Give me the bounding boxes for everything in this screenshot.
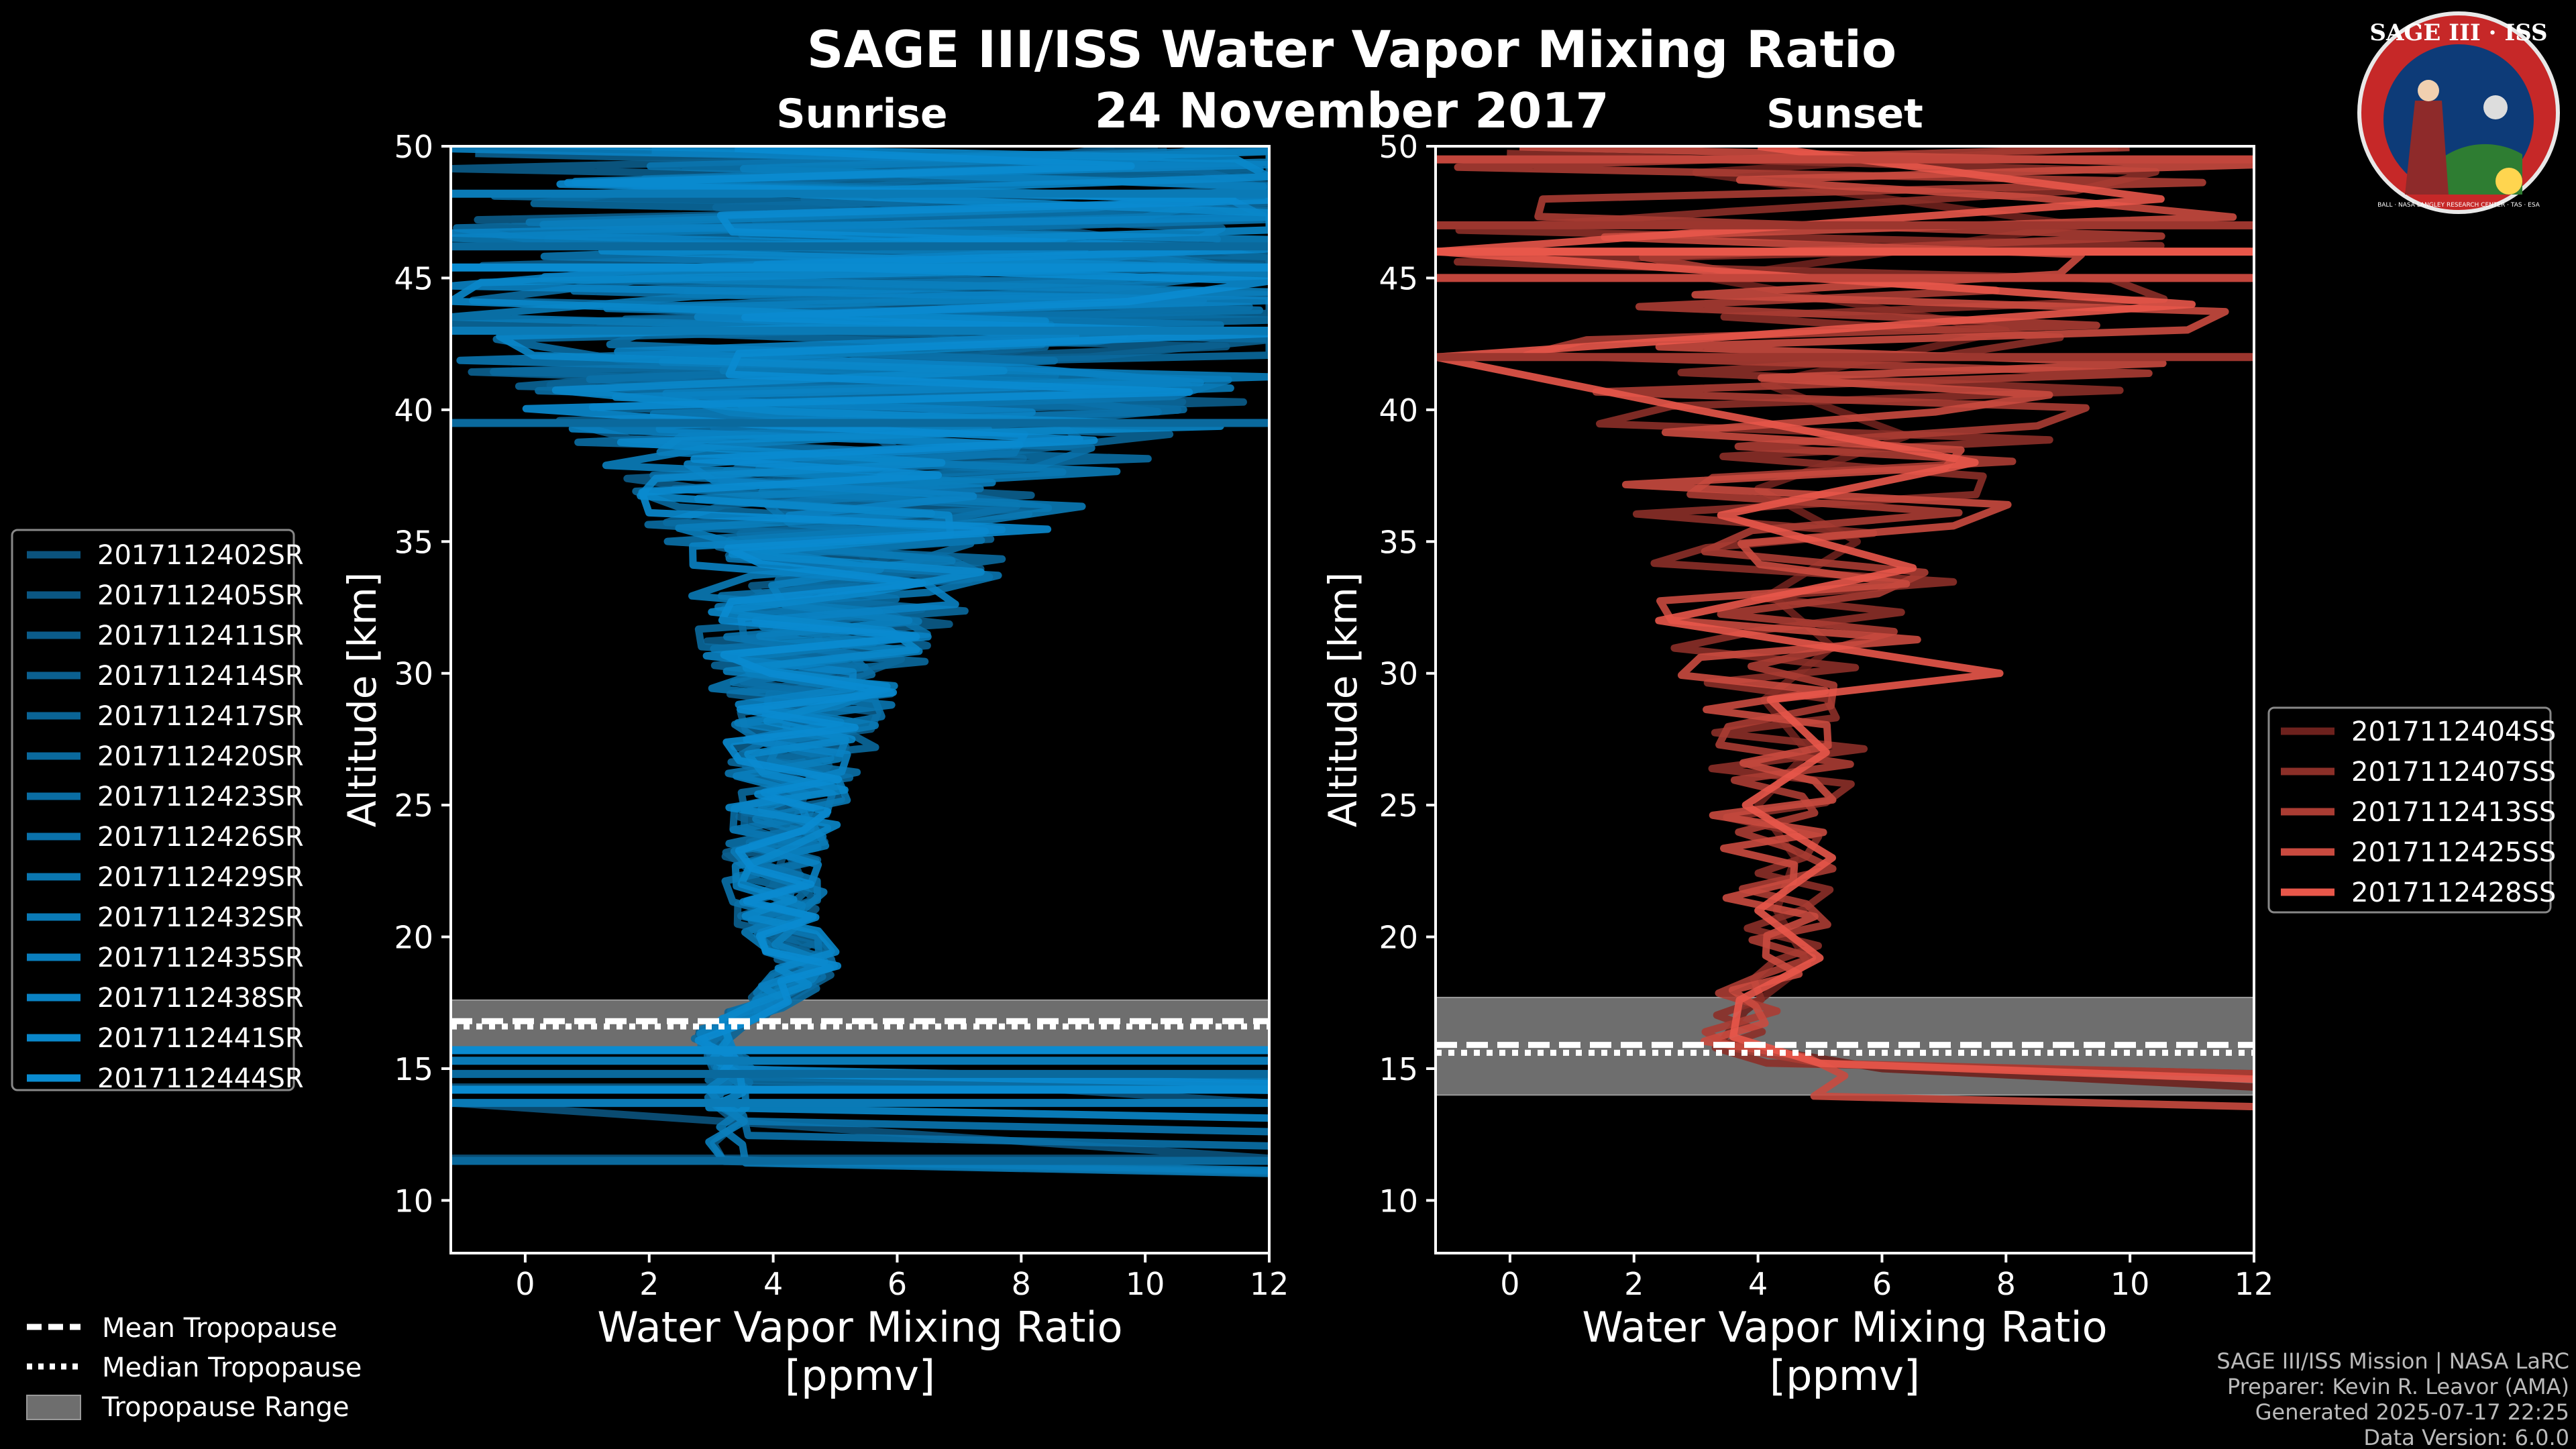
sunset-y-axis-label: Altitude [km] (1320, 572, 1366, 827)
sunrise-legend-box (11, 529, 295, 1091)
sunrise-legend-label-2017112435SR: 2017112435SR (97, 943, 304, 973)
sunrise-x-axis-label-line2: [ppmv] (785, 1351, 935, 1400)
sunset-y-tick-label: 15 (1379, 1051, 1418, 1087)
sunset-y-tick-label: 20 (1379, 920, 1418, 956)
sunset-y-tick-label: 10 (1379, 1183, 1418, 1219)
sunset-profile-2017112428SS (1436, 146, 2254, 1083)
sunset-x-tick-label: 6 (1872, 1266, 1892, 1302)
sunrise-legend-label-2017112417SR: 2017112417SR (97, 701, 304, 732)
sunrise-x-tick-label: 10 (1126, 1266, 1165, 1302)
credit-data-version: Data Version: 6.0.0 (2363, 1425, 2569, 1449)
sunrise-x-tick-label: 8 (1012, 1266, 1031, 1302)
sunrise-legend-label-2017112444SR: 2017112444SR (97, 1063, 304, 1094)
chart-title: SAGE III/ISS Water Vapor Mixing Ratio (807, 19, 1897, 79)
sunset-profile-2017112413SS (1454, 146, 2254, 1078)
sunrise-legend-label-2017112402SR: 2017112402SR (97, 540, 304, 571)
sunset-y-tick-label: 30 (1379, 656, 1418, 692)
sunrise-legend: 2017112402SR 2017112405SR 2017112411SR 2017… (11, 529, 304, 1094)
sunrise-profile-2017112444SR (522, 146, 1269, 1087)
sunset-x-tick-label: 12 (2235, 1266, 2274, 1302)
sunset-y-tick-label: 45 (1379, 260, 1418, 297)
sunrise-y-tick-label: 30 (394, 656, 433, 692)
sunrise-y-tick-label: 15 (394, 1051, 433, 1087)
sunrise-x-tick-label: 0 (515, 1266, 535, 1302)
logo-astronomer-head-icon (2418, 80, 2439, 101)
median-tropopause-label: Median Tropopause (102, 1352, 362, 1383)
sunset-legend-label-2017112425SS: 2017112425SS (2351, 837, 2556, 868)
sunset-x-tick-label: 10 (2110, 1266, 2150, 1302)
sunrise-x-tick-label: 4 (763, 1266, 783, 1302)
sunrise-legend-label-2017112441SR: 2017112441SR (97, 1023, 304, 1054)
tropopause-legend: Mean Tropopause Median Tropopause Tropop… (26, 1313, 362, 1423)
sunset-x-axis-label-line1: Water Vapor Mixing Ratio (1582, 1303, 2107, 1352)
sunrise-y-tick-label: 25 (394, 788, 433, 824)
sunset-x-tick-label: 2 (1624, 1266, 1644, 1302)
sunset-legend-label-2017112413SS: 2017112413SS (2351, 797, 2556, 828)
logo-ring-text: BALL · NASA LANGLEY RESEARCH CENTER · TA… (2377, 202, 2540, 209)
sunset-profile-2017112425SS (1519, 146, 2254, 1111)
logo-title-text: SAGE III · ISS (2369, 19, 2547, 46)
sunrise-y-axis-label: Altitude [km] (339, 572, 385, 827)
sunset-x-tick-label: 0 (1500, 1266, 1519, 1302)
sunrise-y-tick-label: 10 (394, 1183, 433, 1219)
sunrise-y-tick-label: 35 (394, 524, 433, 560)
sunrise-panel: 10 15 20 25 30 35 40 45 50 0 2 4 6 8 10 12 Altitude [km… (339, 129, 1289, 1400)
mean-tropopause-label: Mean Tropopause (102, 1313, 337, 1344)
sunrise-x-tick-label: 6 (888, 1266, 907, 1302)
sunrise-y-tick-label: 40 (394, 392, 433, 429)
sunset-x-tick-label: 4 (1748, 1266, 1768, 1302)
sunrise-x-tick-label: 2 (639, 1266, 659, 1302)
sunset-panel: 10 15 20 25 30 35 40 45 50 0 2 4 6 8 10 12 Altitude [km… (1320, 129, 2273, 1400)
sunset-x-axis-label-line2: [ppmv] (1770, 1351, 1920, 1400)
tropopause-range-swatch (26, 1395, 81, 1420)
sunrise-y-tick-label: 50 (394, 129, 433, 165)
sunrise-panel-title: Sunrise (776, 91, 947, 138)
logo-moon-icon (2483, 95, 2508, 119)
sunrise-legend-label-2017112414SR: 2017112414SR (97, 661, 304, 692)
credit-preparer: Preparer: Kevin R. Leavor (AMA) (2227, 1374, 2569, 1399)
sunset-legend-label-2017112407SS: 2017112407SS (2351, 757, 2556, 788)
logo-astronomer-figure-icon (2405, 101, 2449, 195)
sunrise-legend-label-2017112411SR: 2017112411SR (97, 621, 304, 651)
sunrise-legend-label-2017112420SR: 2017112420SR (97, 741, 304, 772)
sunset-profile-2017112407SS (1454, 150, 2254, 1077)
sunset-legend-label-2017112404SS: 2017112404SS (2351, 716, 2556, 747)
sunset-y-tick-label: 25 (1379, 788, 1418, 824)
sunrise-axes-frame (449, 145, 1271, 1254)
credit-generated: Generated 2025-07-17 22:25 (2255, 1399, 2569, 1425)
sunrise-y-tick-label: 45 (394, 260, 433, 297)
sunrise-legend-label-2017112432SR: 2017112432SR (97, 902, 304, 933)
sunrise-legend-label-2017112405SR: 2017112405SR (97, 580, 304, 611)
credits: SAGE III/ISS Mission | NASA LaRC Prepare… (2216, 1348, 2569, 1449)
sunset-y-tick-label: 35 (1379, 524, 1418, 560)
sunset-y-tick-label: 40 (1379, 392, 1418, 429)
sunset-legend-label-2017112428SS: 2017112428SS (2351, 877, 2556, 908)
sunrise-x-tick-label: 12 (1250, 1266, 1289, 1302)
sunset-legend-box (2267, 706, 2552, 914)
tropopause-range-label: Tropopause Range (101, 1392, 350, 1423)
sunrise-legend-label-2017112426SR: 2017112426SR (97, 822, 304, 853)
sunrise-x-axis-label-line1: Water Vapor Mixing Ratio (597, 1303, 1122, 1352)
sunset-panel-title: Sunset (1766, 91, 1923, 138)
sunset-legend: 2017112404SS 2017112407SS 2017112413SS 2017… (2267, 706, 2556, 914)
sage-iii-mission-logo: SAGE III · ISS BALL · NASA LANGLEY RESEA… (2357, 11, 2560, 214)
chart-date: 24 November 2017 (1094, 83, 1609, 139)
sunset-y-tick-label: 50 (1379, 129, 1418, 165)
credit-mission: SAGE III/ISS Mission | NASA LaRC (2216, 1348, 2569, 1374)
sunset-x-tick-label: 8 (1996, 1266, 2016, 1302)
sunset-axes-frame (1434, 145, 2255, 1254)
sunrise-y-tick-label: 20 (394, 920, 433, 956)
sunrise-legend-label-2017112429SR: 2017112429SR (97, 862, 304, 893)
sunrise-legend-label-2017112438SR: 2017112438SR (97, 983, 304, 1014)
sunrise-legend-label-2017112423SR: 2017112423SR (97, 782, 304, 812)
logo-sun-icon (2496, 168, 2522, 195)
